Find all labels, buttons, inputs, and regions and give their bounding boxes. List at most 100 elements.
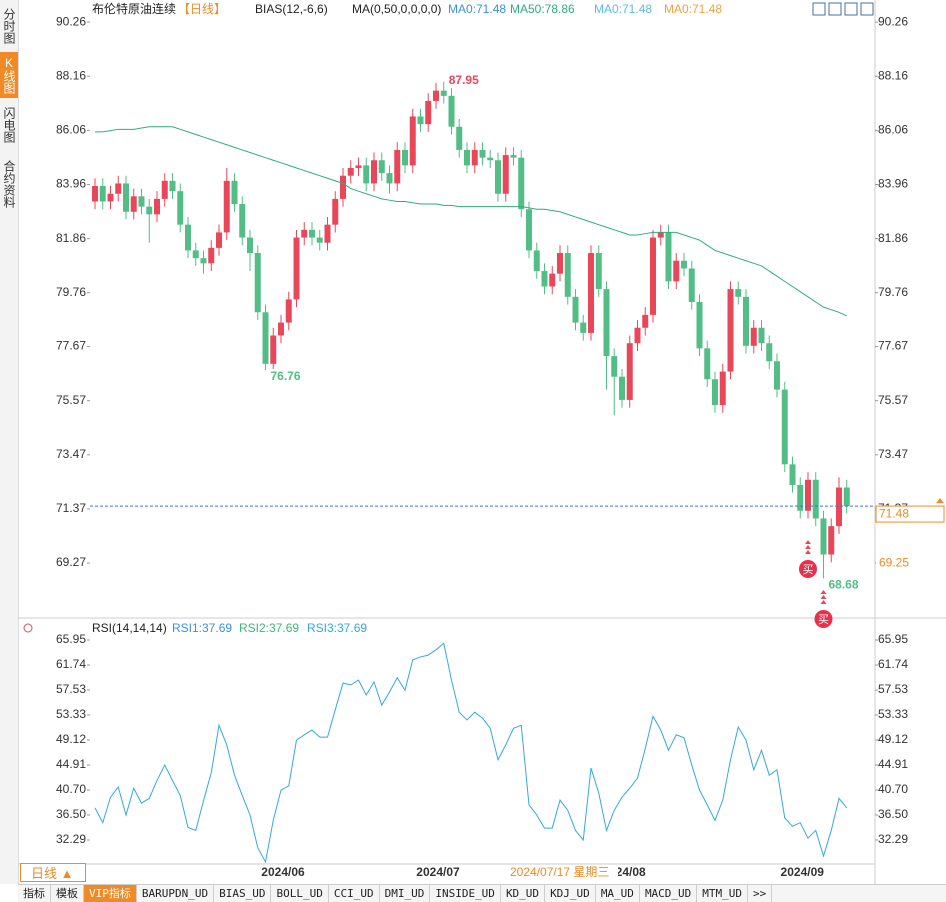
y-tick-label: 79.76 [878, 285, 908, 299]
last-price-label: 71.48 [879, 506, 909, 520]
indicator-tab[interactable]: BIAS_UD [214, 885, 272, 902]
candle-body [805, 479, 811, 511]
settings-icon[interactable] [23, 623, 33, 633]
indicator-tab[interactable]: CCI_UD [329, 885, 380, 902]
indicator-tab[interactable]: 模板 [51, 885, 84, 902]
signal-badge [814, 610, 833, 628]
y-tick-label: 79.76 [56, 285, 86, 299]
candle-body [363, 165, 370, 184]
candle-body [580, 322, 587, 333]
candle-body [130, 196, 137, 212]
legend-entry: RSI1:37.69 [172, 621, 232, 635]
y-tick-label: 73.47 [878, 447, 908, 461]
side-tab[interactable]: K线图 [0, 52, 18, 98]
candle-body [448, 95, 455, 127]
indicator-tab[interactable]: BARUPDN_UD [137, 885, 215, 902]
legend-entry: RSI2:37.69 [239, 621, 299, 635]
candle-body [378, 160, 385, 174]
candle-body [688, 268, 695, 302]
x-tick-label: 2024/06 [261, 865, 305, 879]
indicator-tab[interactable]: >> [748, 885, 773, 902]
candle-body [502, 155, 509, 194]
candle-body [456, 126, 463, 150]
crosshair-price: 69.25 [879, 556, 909, 570]
legend-entry: MA50:78.86 [510, 2, 575, 16]
signal-arrows [805, 540, 811, 554]
indicator-tab[interactable]: MTM_UD [697, 885, 749, 902]
legend-entry: MA0:71.48 [594, 2, 652, 16]
tool-icon[interactable] [812, 2, 826, 16]
side-tab[interactable]: 合约资料 [2, 160, 16, 208]
crosshair-price-box [876, 555, 944, 572]
tool-icon[interactable] [860, 2, 874, 16]
indicator-tab[interactable]: 指标 [18, 885, 51, 902]
y-tick-label: 53.33 [56, 707, 86, 721]
candle-body [324, 224, 331, 243]
candle-body [727, 289, 734, 372]
candle-body [781, 389, 788, 465]
signal-label: 买 [818, 613, 829, 626]
y-tick-label: 57.53 [878, 682, 908, 696]
y-tick-label: 36.50 [878, 807, 908, 821]
period-label: 【日线】 [178, 2, 226, 16]
candle-body [200, 258, 207, 264]
indicator-tab[interactable]: MACD_UD [640, 885, 698, 902]
candle-body [549, 273, 556, 287]
indicator-tab[interactable]: KDJ_UD [545, 885, 596, 902]
indicator-tab[interactable]: KD_UD [501, 885, 546, 902]
chart-title: RSI(14,14,14) [92, 621, 167, 635]
candle-body [409, 116, 416, 166]
legend-entry: MA0:71.48 [664, 2, 722, 16]
y-tick-label: 69.27 [56, 555, 86, 569]
candle-body [440, 90, 447, 96]
y-tick-label: 49.12 [878, 732, 908, 746]
candle-body [828, 526, 835, 555]
y-tick-label: 75.57 [56, 393, 86, 407]
candle-body [595, 253, 602, 290]
candle-body [572, 296, 579, 323]
indicator-tab[interactable]: VIP指标 [84, 885, 137, 902]
side-tab[interactable]: 分时图 [2, 8, 16, 44]
indicator-tab[interactable]: BOLL_UD [271, 885, 329, 902]
sidebar: 分时图 K线图 闪电图 合约资料 [0, 0, 19, 884]
candle-body [425, 100, 432, 125]
candle-body [518, 157, 525, 210]
crosshair-date: 2024/07/17 星期三 [510, 865, 609, 879]
candle-body [696, 301, 703, 349]
candle-body [634, 327, 641, 344]
indicator-tab[interactable]: DMI_UD [380, 885, 431, 902]
y-tick-label: 81.86 [878, 231, 908, 245]
x-tick-label: 2024/09 [781, 865, 825, 879]
candle-body [107, 193, 114, 202]
y-tick-label: 83.96 [56, 177, 86, 191]
candle-body [704, 348, 711, 380]
candle-body [254, 253, 261, 313]
y-tick-label: 71.37 [56, 501, 86, 515]
low-label: 68.68 [829, 577, 859, 591]
y-tick-label: 40.70 [56, 782, 86, 796]
y-tick-label: 90.26 [878, 14, 908, 28]
tool-icon[interactable] [844, 2, 858, 16]
candle-body [564, 253, 571, 297]
candle-body [99, 186, 106, 202]
tool-icon[interactable] [828, 2, 842, 16]
y-tick-label: 90.26 [56, 14, 86, 28]
candle-body [665, 232, 672, 282]
y-tick-label: 83.96 [878, 177, 908, 191]
side-tab[interactable]: 闪电图 [2, 107, 16, 143]
period-button[interactable]: 日线 ▲ [20, 863, 86, 882]
candle-body [309, 229, 315, 238]
y-tick-label: 49.12 [56, 732, 86, 746]
chart-title: 布伦特原油连续 [92, 1, 176, 16]
indicator-tab[interactable]: INSIDE_UD [430, 885, 501, 902]
price-arrow [936, 498, 944, 504]
candle-body [750, 327, 757, 346]
ma-line [95, 126, 847, 317]
indicator-tab[interactable]: MA_UD [596, 885, 640, 902]
candle-body [820, 518, 827, 555]
candle-body [789, 464, 796, 485]
candle-body [161, 180, 168, 199]
candle-body [386, 173, 393, 184]
